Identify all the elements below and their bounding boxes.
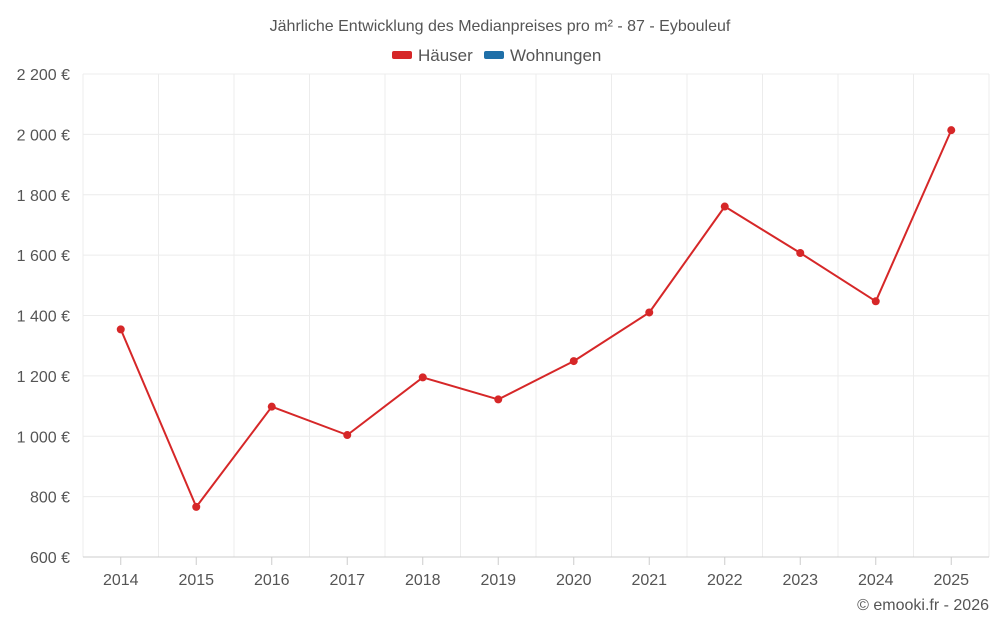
axes: 600 € 800 € 1 000 € 1 200 € 1 400 € 1 600 € 1 …	[17, 67, 989, 589]
data-point	[343, 431, 352, 440]
legend-label-haeuser: Häuser	[418, 46, 473, 65]
x-tick-label: 2024	[858, 572, 894, 589]
legend-swatch-wohnungen	[484, 51, 504, 59]
y-tick-label: 600 €	[30, 550, 70, 567]
y-tick-label: 1 800 €	[17, 188, 70, 205]
y-tick-label: 2 200 €	[17, 67, 70, 84]
x-tick-label: 2020	[556, 572, 592, 589]
data-point	[796, 249, 805, 258]
y-tick-label: 1 400 €	[17, 309, 70, 326]
x-tick-label: 2014	[103, 572, 139, 589]
data-point	[192, 502, 201, 511]
y-tick-label: 1 600 €	[17, 248, 70, 265]
x-tick-label: 2015	[178, 572, 214, 589]
data-point	[871, 297, 880, 306]
data-point	[569, 357, 578, 366]
x-tick-label: 2023	[782, 572, 818, 589]
data-point	[267, 402, 276, 411]
credit-text: © emooki.fr - 2026	[857, 597, 989, 614]
series	[116, 126, 956, 511]
y-tick-label: 1 200 €	[17, 369, 70, 386]
series-line-haeuser	[119, 129, 953, 508]
x-tick-label: 2022	[707, 572, 743, 589]
data-point	[720, 202, 729, 211]
y-tick-label: 800 €	[30, 490, 70, 507]
data-point	[116, 325, 125, 334]
x-tick-label: 2017	[329, 572, 365, 589]
legend: Häuser Wohnungen	[392, 46, 601, 65]
x-tick-label: 2025	[933, 572, 969, 589]
legend-label-wohnungen: Wohnungen	[510, 46, 601, 65]
x-tick-label: 2021	[631, 572, 667, 589]
legend-item-haeuser[interactable]: Häuser	[392, 46, 473, 65]
legend-item-wohnungen[interactable]: Wohnungen	[484, 46, 601, 65]
chart-title: Jährliche Entwicklung des Medianpreises …	[270, 18, 731, 35]
data-point	[645, 308, 654, 317]
data-point	[494, 395, 503, 404]
x-tick-label: 2016	[254, 572, 290, 589]
x-tick-label: 2019	[480, 572, 516, 589]
x-tick-label: 2018	[405, 572, 441, 589]
legend-swatch-haeuser	[392, 51, 412, 59]
grid	[82, 73, 990, 557]
data-point	[947, 126, 956, 135]
y-tick-label: 1 000 €	[17, 429, 70, 446]
data-point	[418, 373, 427, 382]
y-tick-label: 2 000 €	[17, 127, 70, 144]
